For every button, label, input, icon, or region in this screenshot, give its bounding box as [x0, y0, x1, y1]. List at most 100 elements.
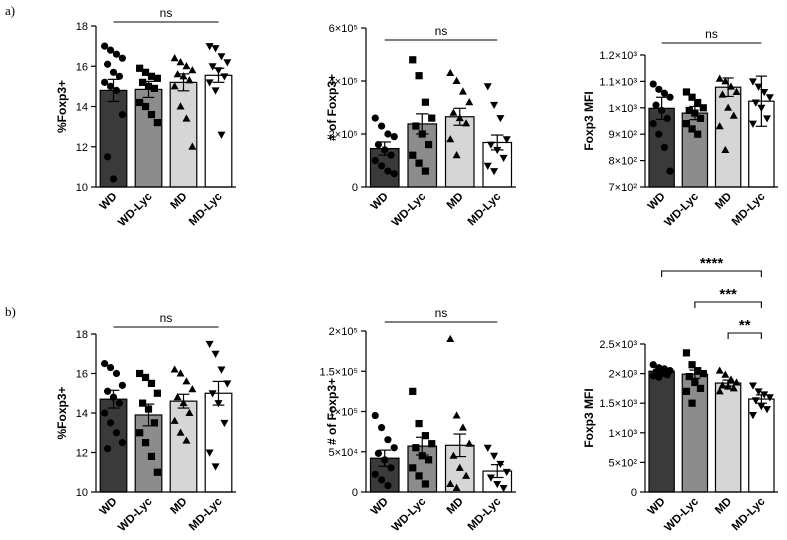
y-tick-label: 0 — [352, 487, 358, 499]
data-point — [718, 381, 727, 389]
data-point — [141, 439, 150, 447]
bar-md — [714, 382, 742, 493]
data-point — [666, 167, 674, 175]
data-point — [490, 101, 499, 110]
data-point — [663, 114, 671, 122]
x-tick-label: MD — [445, 191, 466, 212]
y-tick-label: 2×10³ — [609, 369, 638, 381]
data-point — [694, 98, 702, 107]
data-point — [101, 78, 109, 86]
data-point — [188, 385, 197, 393]
data-point — [688, 125, 696, 133]
data-point — [205, 79, 214, 87]
data-point — [150, 84, 159, 92]
data-point — [381, 146, 389, 154]
data-point — [462, 119, 471, 127]
data-point — [715, 366, 724, 374]
panel-label-b: b) — [5, 304, 16, 319]
significance-label: ns — [160, 6, 173, 20]
data-point — [144, 82, 153, 90]
data-point — [153, 119, 161, 127]
data-point — [153, 74, 161, 82]
data-point — [483, 83, 492, 91]
data-point — [185, 408, 194, 416]
data-point — [182, 62, 191, 70]
data-point — [465, 98, 474, 106]
data-point — [217, 366, 226, 374]
data-point — [682, 120, 691, 128]
significance-label: **** — [700, 255, 724, 272]
data-point — [415, 419, 423, 428]
data-point — [682, 88, 691, 96]
data-point — [465, 439, 474, 447]
bar-wd — [648, 370, 675, 493]
data-point — [173, 70, 182, 78]
data-point — [452, 151, 461, 159]
data-point — [109, 68, 118, 76]
y-tick-label: 2×10⁵ — [329, 326, 358, 338]
y-tick-label: 1×10⁵ — [329, 407, 358, 419]
data-point — [765, 94, 774, 102]
data-point — [493, 480, 502, 489]
x-tick-label: WD — [98, 191, 120, 213]
data-point — [118, 381, 126, 389]
y-tick-label: 8×10² — [609, 156, 638, 168]
y-tick-label: 1.2×10³ — [599, 50, 637, 62]
x-tick-label: WD — [98, 496, 120, 518]
data-point — [490, 452, 499, 460]
x-tick-label: WD-Lyc — [663, 190, 702, 229]
data-point — [182, 436, 191, 444]
data-point — [387, 464, 395, 472]
data-point — [185, 76, 194, 84]
data-point — [384, 167, 392, 175]
data-point — [748, 120, 757, 128]
data-point — [455, 463, 464, 471]
data-point — [726, 375, 735, 383]
data-point — [452, 76, 461, 84]
data-point — [462, 471, 471, 479]
data-point — [691, 378, 699, 387]
data-point — [390, 444, 398, 452]
y-tick-label: 7×10² — [609, 182, 638, 194]
data-point — [660, 143, 669, 151]
data-point — [452, 483, 461, 491]
x-tick-label: MD-Lyc — [730, 190, 768, 228]
data-point — [106, 46, 115, 54]
x-tick-label: WD-Lyc — [116, 190, 155, 229]
data-point — [182, 114, 191, 122]
data-point — [106, 363, 115, 372]
data-point — [415, 72, 423, 80]
significance-bracket — [661, 270, 762, 277]
data-point — [150, 419, 159, 427]
y-tick-label: 4×10⁵ — [329, 76, 358, 88]
bar-md — [444, 116, 475, 188]
data-point — [211, 45, 220, 53]
y-axis-label: %Foxp3+ — [55, 80, 69, 133]
y-tick-label: 1.5×10³ — [599, 398, 637, 410]
x-tick-label: WD-Lyc — [116, 495, 155, 534]
y-tick-label: 10 — [76, 182, 88, 194]
data-point — [424, 141, 433, 149]
data-point — [138, 78, 147, 86]
x-tick-label: MD-Lyc — [466, 495, 504, 533]
data-point — [655, 130, 663, 138]
data-point — [390, 170, 398, 178]
data-point — [499, 484, 508, 493]
data-point — [724, 382, 733, 390]
data-point — [118, 54, 126, 62]
data-point — [682, 387, 691, 395]
bar-md — [169, 400, 198, 493]
data-point — [685, 106, 693, 115]
data-point — [223, 59, 232, 67]
significance-label: *** — [719, 286, 737, 303]
data-point — [109, 393, 118, 401]
x-tick-label: WD-Lyc — [390, 495, 429, 534]
y-tick-label: 5×10⁴ — [328, 447, 358, 459]
data-point — [446, 479, 455, 487]
significance-label: ns — [160, 311, 173, 325]
y-tick-label: 1.5×10⁵ — [319, 366, 358, 378]
data-point — [449, 451, 458, 459]
data-point — [688, 361, 696, 369]
y-tick-label: 5×10² — [609, 457, 638, 469]
